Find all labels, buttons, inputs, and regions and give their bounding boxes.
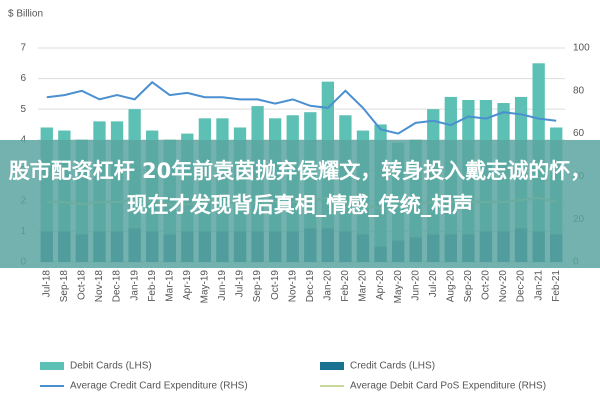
- chart-title: $ Billion: [8, 9, 43, 20]
- y-tick-label: 6: [20, 73, 26, 84]
- y-tick-label: 5: [20, 104, 26, 115]
- x-tick-label: Jan-19: [129, 270, 140, 301]
- x-tick-label: Nov-19: [287, 270, 298, 303]
- legend-swatch: [320, 362, 344, 370]
- x-tick-label: Jan-20: [322, 270, 333, 301]
- x-tick-label: Mar-19: [164, 270, 175, 302]
- x-tick-label: Dec-20: [516, 270, 527, 303]
- x-tick-label: Aug-20: [445, 270, 456, 303]
- overlay-banner: 股市配资杠杆 20年前袁茵抛弃侯耀文，转身投入戴志诚的怀，现在才发现背后真相_情…: [0, 140, 600, 268]
- x-tick-label: Sep-18: [59, 270, 70, 303]
- x-tick-label: Apr-19: [182, 270, 193, 300]
- x-tick-label: Jul-18: [41, 270, 52, 298]
- legend-swatch: [40, 362, 64, 370]
- line: [46, 80, 557, 135]
- legend-label: Credit Cards (LHS): [350, 361, 435, 372]
- y-tick-label: 4: [20, 134, 26, 145]
- x-tick-label: May-20: [393, 270, 404, 304]
- y-tick-label: 7: [20, 43, 26, 54]
- y2-tick-label: 80: [573, 85, 585, 96]
- x-tick-label: Jun-20: [410, 270, 421, 301]
- x-tick-label: Dec-18: [112, 270, 123, 303]
- x-tick-label: May-19: [200, 270, 211, 304]
- x-tick-label: Apr-20: [375, 270, 386, 300]
- legend-label: Average Credit Card Expenditure (RHS): [70, 381, 248, 392]
- x-tick-label: Jul-20: [428, 270, 439, 298]
- legend-label: Debit Cards (LHS): [70, 361, 152, 372]
- legend-label: Average Debit Card PoS Expenditure (RHS): [350, 381, 546, 392]
- x-tick-label: Jan-21: [533, 270, 544, 301]
- x-tick-label: Oct-19: [270, 270, 281, 300]
- x-tick-label: Nov-18: [94, 270, 105, 303]
- x-tick-label: Oct-20: [481, 270, 492, 300]
- x-tick-label: Feb-21: [551, 270, 562, 302]
- x-tick-label: Nov-20: [498, 270, 509, 303]
- x-tick-label: Feb-19: [147, 270, 158, 302]
- x-tick-label: Mar-20: [358, 270, 369, 302]
- y2-tick-label: 60: [573, 128, 585, 139]
- x-tick-label: Jun-19: [217, 270, 228, 301]
- x-tick-label: Jul-19: [235, 270, 246, 298]
- y2-tick-label: 100: [573, 43, 590, 54]
- x-tick-label: Feb-20: [340, 270, 351, 302]
- x-tick-label: Sep-19: [252, 270, 263, 303]
- x-tick-label: Dec-19: [305, 270, 316, 303]
- x-tick-label: Sep-20: [463, 270, 474, 303]
- x-tick-label: Oct-18: [77, 270, 88, 300]
